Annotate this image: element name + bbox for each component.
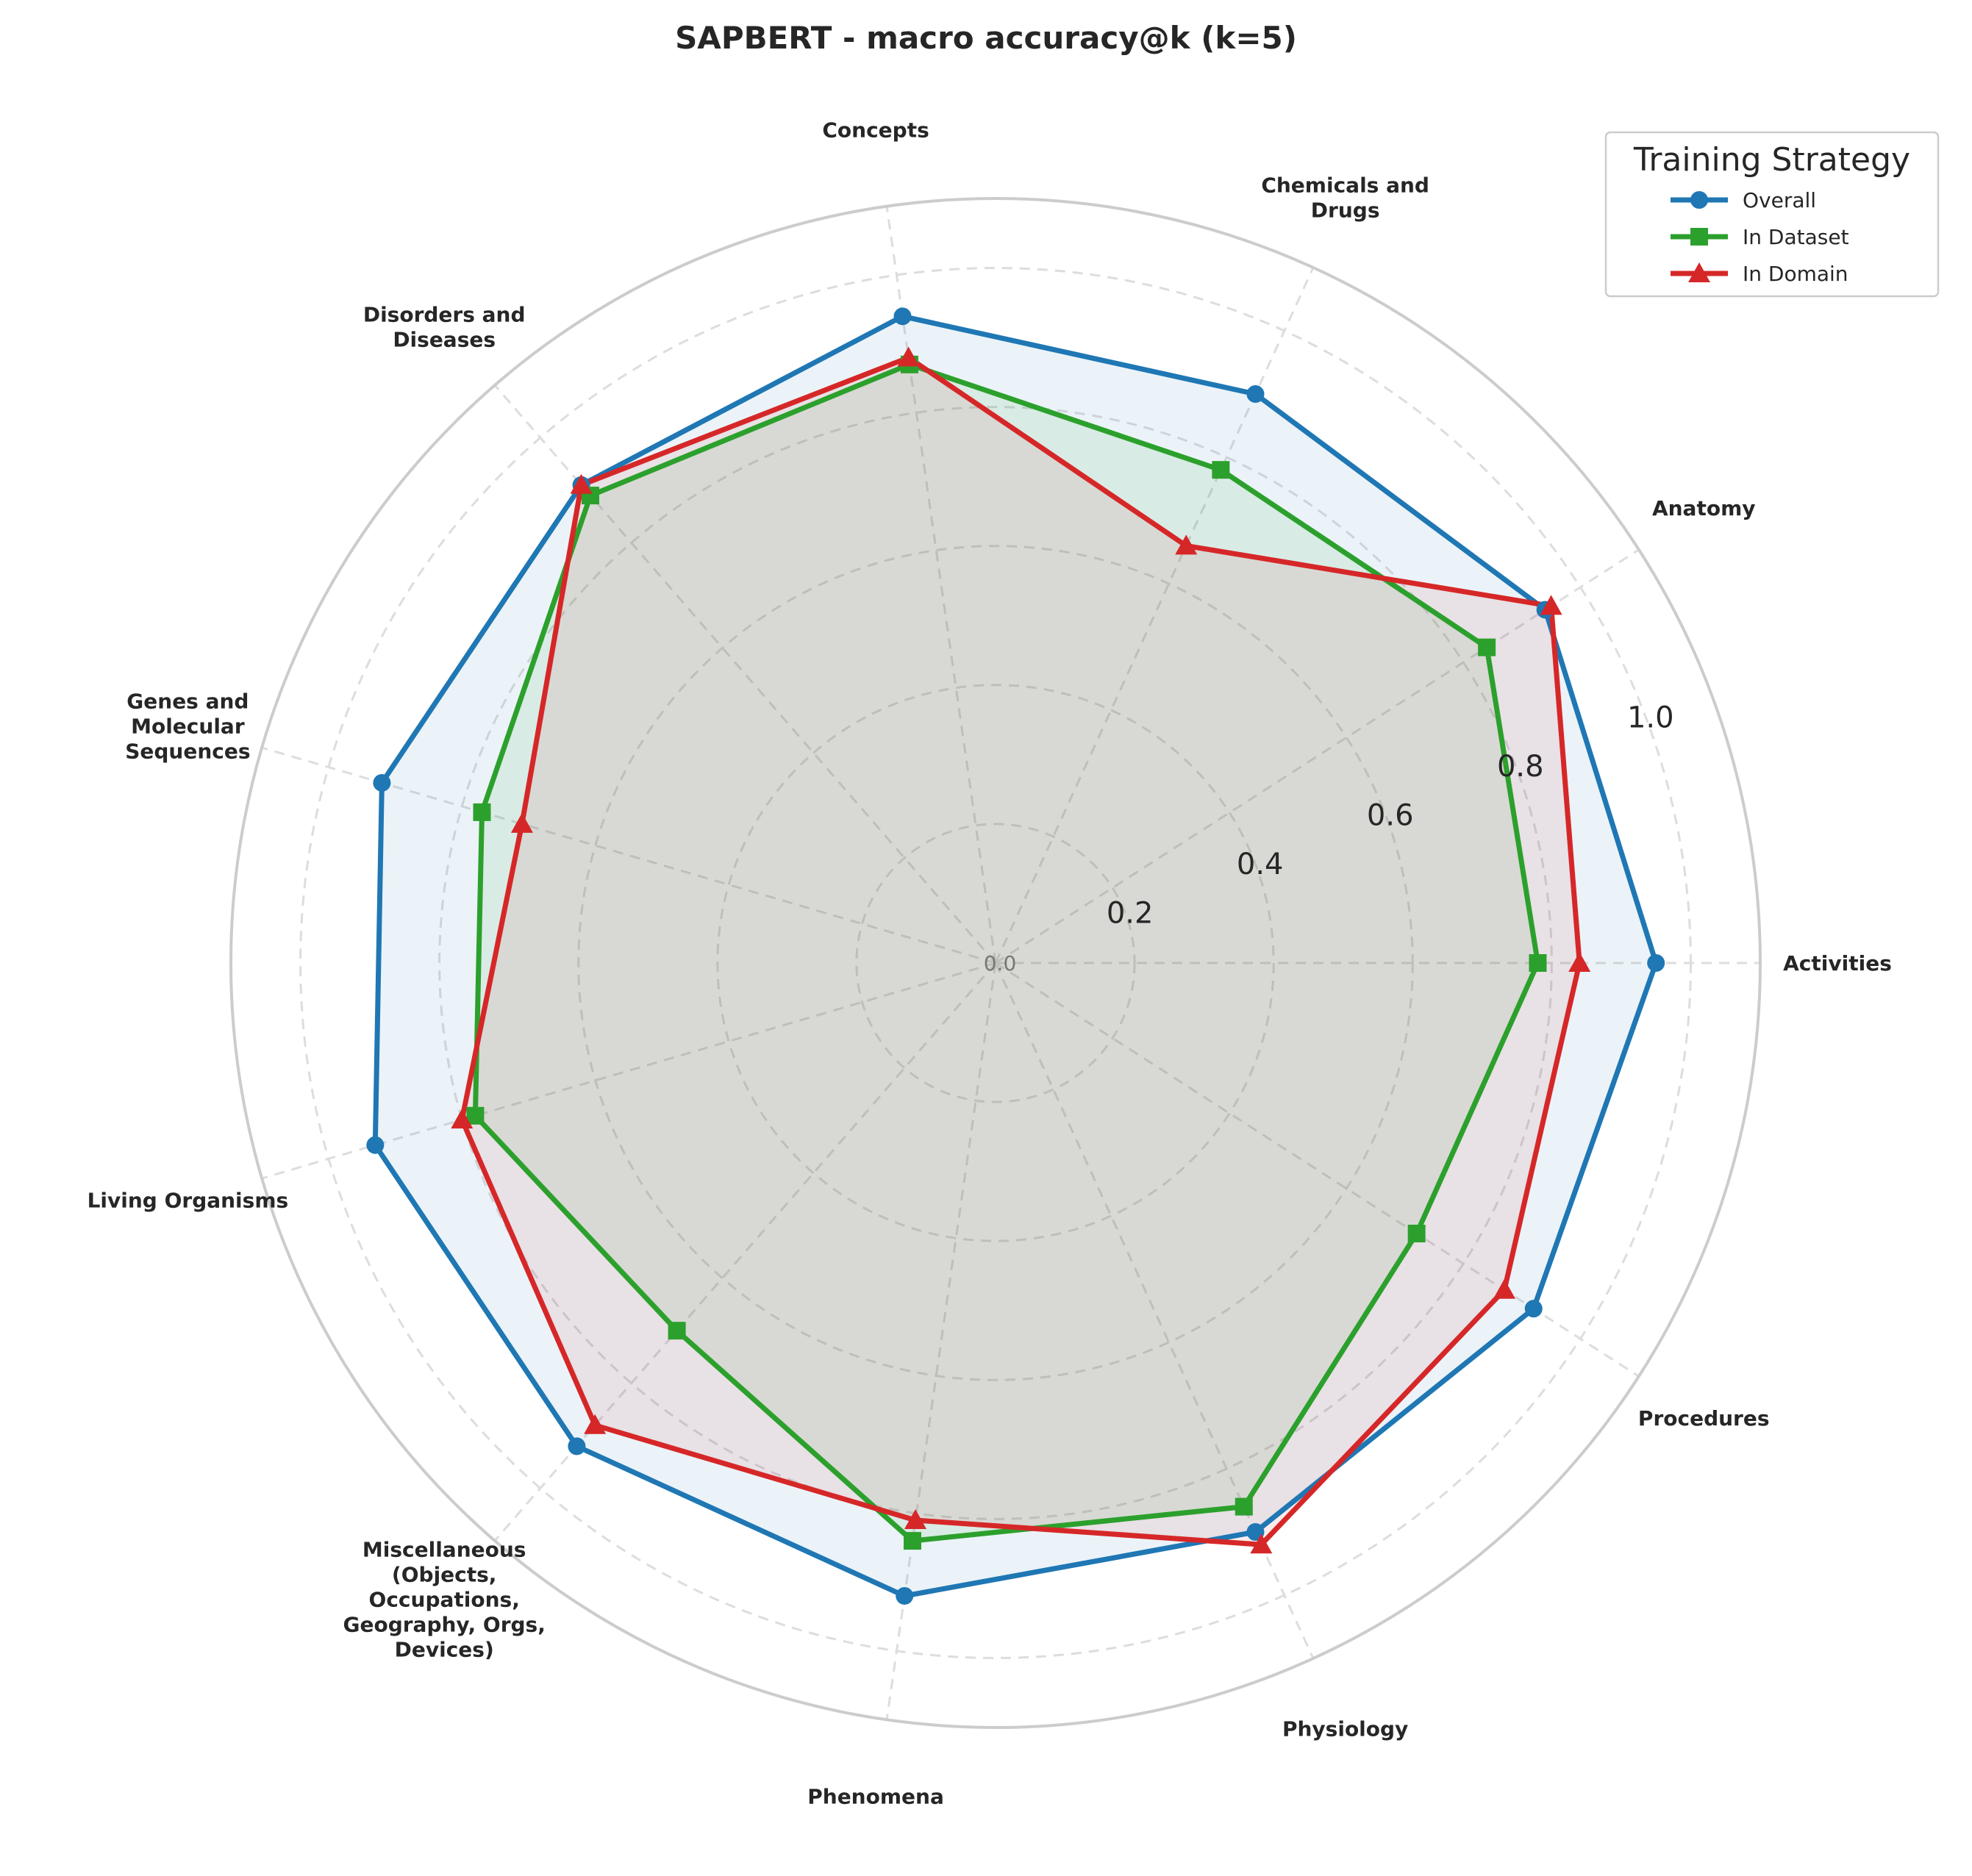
data-point [897,346,920,367]
data-point [1493,1278,1515,1299]
chart-title: SAPBERT - macro accuracy@k (k=5) [675,20,1297,56]
legend-frame [1604,131,1940,298]
category-label: Disorders and Diseases [363,303,526,352]
series-line [372,313,1659,1599]
grid-spoke [994,267,1315,964]
data-point [1524,1300,1543,1318]
data-point [903,1532,921,1550]
data-point [1529,954,1547,972]
radial-tick-label: 0.4 [1237,848,1284,881]
series-fill [462,357,1580,1545]
data-point [373,773,391,792]
data-point [904,1509,927,1530]
category-label: Procedures [1638,1406,1770,1431]
legend-label: In Dataset [1743,225,1849,249]
category-label: Concepts [822,118,929,143]
data-point [1407,1225,1426,1243]
category-label: Genes and Molecular Sequences [125,689,250,763]
data-point [1250,1533,1273,1554]
data-point [568,1437,586,1456]
polar-frame [229,197,1762,1729]
series-lines [372,313,1659,1599]
series-markers [366,307,1665,1605]
data-point [1212,461,1230,479]
grid-spoke [261,962,996,1180]
legend-entry: In Dataset [1671,225,1849,249]
category-label: Living Organisms [87,1189,289,1213]
category-label: Activities [1783,951,1892,975]
radial-tick-label: 0.8 [1497,750,1544,784]
data-point [1235,1497,1253,1516]
legend-marker [1688,262,1710,282]
legend-title: Training Strategy [1633,141,1910,179]
data-point [896,1586,914,1605]
category-label: Anatomy [1652,496,1756,520]
radial-tick-label: 0.2 [1107,896,1154,930]
series-line [472,362,1540,1544]
radial-tick-label: 1.0 [1627,701,1674,735]
category-labels: Activities Anatomy Chemicals and Drugs Conce… [87,118,1892,1809]
category-label: Miscellaneous (Objects, Occupations, Geogra… [343,1537,546,1661]
data-point [510,812,533,833]
legend-entry: In Domain [1671,262,1848,286]
category-label: Physiology [1282,1717,1408,1741]
radial-tick-label: 0.6 [1367,799,1414,833]
radial-tick-label: 0.0 [984,951,1017,975]
grid-ring [716,684,1275,1242]
series-fill [375,316,1657,1596]
data-point [1540,595,1562,615]
legend-entry: Overall [1671,188,1816,212]
legend-label: Overall [1743,188,1816,212]
data-point [473,803,491,821]
data-point [570,473,593,494]
grid-ring [855,823,1136,1103]
grid-spoke [995,548,1640,964]
data-point [584,1414,607,1434]
series-fill [475,364,1538,1542]
legend-label: In Domain [1743,262,1848,286]
series-line [459,355,1582,1547]
data-point [451,1109,474,1129]
legend: Training Strategy Overall In Dataset In Do… [1604,131,1940,298]
series-fills [375,316,1657,1596]
data-point [893,307,912,326]
data-point [466,1106,485,1125]
data-point [1246,384,1265,403]
data-point [1568,952,1591,972]
legend-marker [1690,228,1708,246]
data-point [1478,638,1496,656]
legend-marker [1690,191,1708,209]
radial-tick-labels: 0.0 0.2 0.4 0.6 0.8 1.0 [984,701,1674,975]
data-point [366,1136,385,1154]
grid-ring [577,545,1414,1381]
data-point [668,1322,686,1340]
data-point [1647,954,1665,972]
data-point [1175,534,1198,555]
category-label: Phenomena [807,1784,944,1808]
category-label: Chemicals and Drugs [1261,173,1429,222]
grid-spoke [885,206,997,964]
